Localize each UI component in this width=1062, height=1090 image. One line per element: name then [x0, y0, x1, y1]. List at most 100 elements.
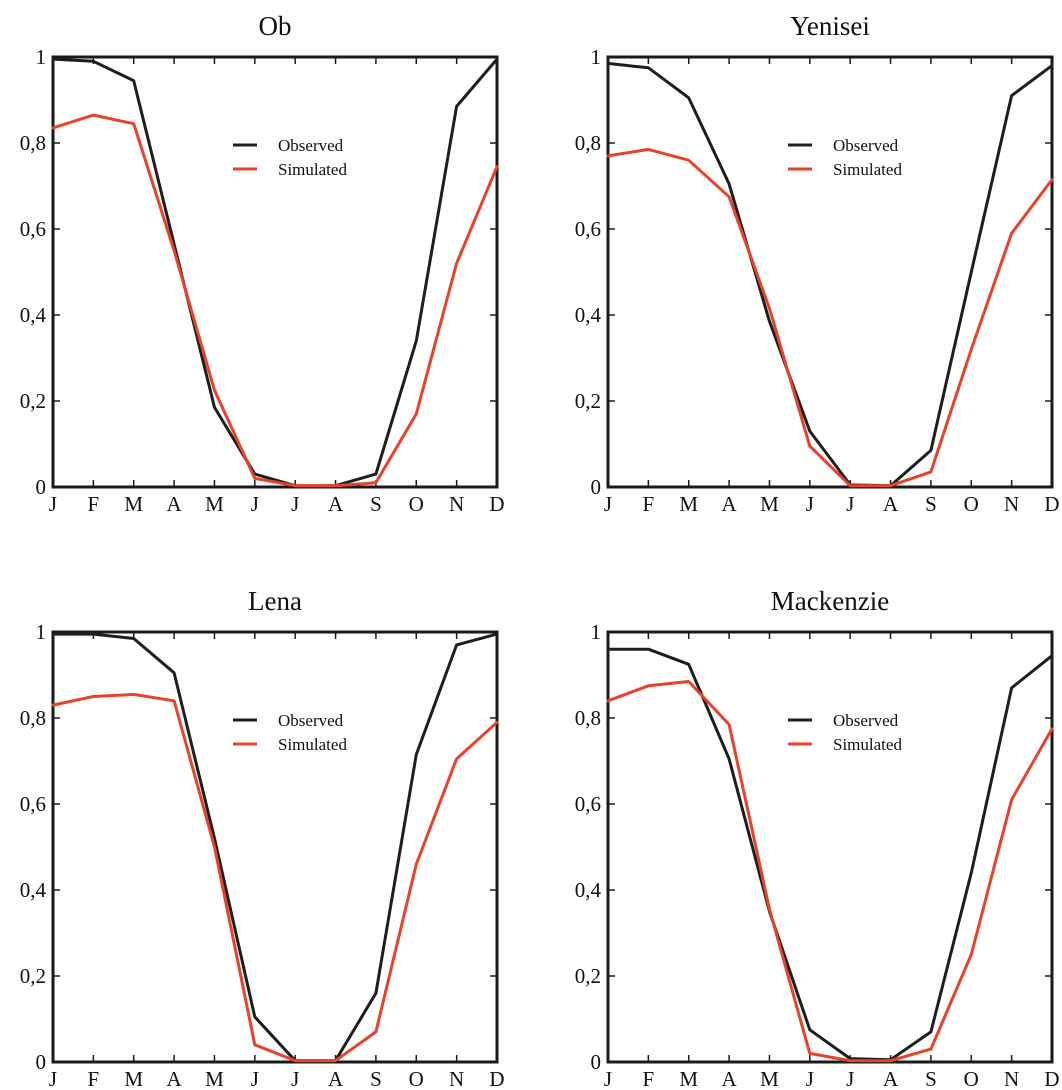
- simulated-series-line: [606, 147, 1054, 488]
- y-tick-label: 1: [591, 620, 602, 644]
- x-tick-label: J: [49, 1067, 57, 1090]
- panel-title: Mackenzie: [771, 586, 889, 616]
- x-tick-label: M: [124, 1067, 143, 1090]
- legend-label: Simulated: [278, 735, 347, 754]
- simulated-series-line: [51, 692, 499, 1063]
- y-tick-label: 0: [591, 475, 602, 499]
- x-tick-label: J: [846, 1067, 854, 1090]
- simulated-series-line: [606, 680, 1054, 1063]
- x-tick-label: O: [964, 1067, 979, 1090]
- y-tick-label: 0,8: [575, 131, 601, 155]
- x-tick-label: O: [409, 1067, 424, 1090]
- observed-series-line: [606, 647, 1054, 1062]
- observed-series-line: [606, 61, 1054, 488]
- panel-title: Lena: [248, 586, 302, 616]
- x-tick-label: J: [604, 1067, 612, 1090]
- legend-label: Simulated: [278, 160, 347, 179]
- y-tick-label: 0,2: [20, 389, 46, 413]
- x-tick-label: J: [291, 492, 299, 516]
- plot-frame: [51, 630, 499, 1064]
- x-tick-label: M: [679, 492, 698, 516]
- x-tick-label: A: [722, 492, 738, 516]
- x-tick-label: J: [846, 492, 854, 516]
- x-tick-label: A: [167, 492, 183, 516]
- legend-label: Observed: [278, 711, 344, 730]
- y-tick-label: 0,2: [575, 389, 601, 413]
- x-tick-label: M: [760, 1067, 779, 1090]
- x-tick-label: S: [370, 1067, 382, 1090]
- legend-label: Simulated: [833, 160, 902, 179]
- x-tick-label: J: [291, 1067, 299, 1090]
- y-tick-label: 0,8: [20, 706, 46, 730]
- panel-title: Yenisei: [790, 11, 870, 41]
- x-tick-label: J: [806, 492, 814, 516]
- y-tick-label: 1: [36, 45, 47, 69]
- y-tick-label: 0,6: [575, 792, 601, 816]
- y-tick-label: 0,6: [20, 792, 46, 816]
- x-tick-label: A: [167, 1067, 183, 1090]
- x-tick-label: A: [328, 1067, 344, 1090]
- plot-frame: [606, 55, 1054, 489]
- x-tick-label: F: [643, 1067, 655, 1090]
- x-tick-label: M: [205, 1067, 224, 1090]
- x-tick-label: M: [679, 1067, 698, 1090]
- plot-frame: [606, 630, 1054, 1064]
- y-tick-label: 0: [36, 475, 47, 499]
- y-tick-label: 0,8: [575, 706, 601, 730]
- x-tick-label: J: [604, 492, 612, 516]
- y-tick-label: 1: [36, 620, 47, 644]
- x-tick-label: N: [449, 492, 464, 516]
- x-tick-label: S: [925, 1067, 937, 1090]
- x-tick-label: A: [722, 1067, 738, 1090]
- y-tick-label: 0,2: [20, 964, 46, 988]
- x-tick-label: D: [489, 492, 504, 516]
- y-tick-label: 0,4: [20, 878, 47, 902]
- x-tick-label: N: [449, 1067, 464, 1090]
- y-tick-label: 0,6: [20, 217, 46, 241]
- x-tick-label: F: [88, 492, 100, 516]
- x-tick-label: A: [883, 1067, 899, 1090]
- x-tick-label: D: [489, 1067, 504, 1090]
- legend-label: Observed: [833, 136, 899, 155]
- y-tick-label: 1: [591, 45, 602, 69]
- y-tick-label: 0: [36, 1050, 47, 1074]
- x-tick-label: F: [88, 1067, 100, 1090]
- x-tick-label: J: [806, 1067, 814, 1090]
- x-tick-label: O: [409, 492, 424, 516]
- plot-frame: [51, 55, 499, 489]
- x-tick-label: O: [964, 492, 979, 516]
- x-tick-label: J: [49, 492, 57, 516]
- x-tick-label: N: [1004, 1067, 1019, 1090]
- x-tick-label: M: [124, 492, 143, 516]
- x-tick-label: N: [1004, 492, 1019, 516]
- y-tick-label: 0: [591, 1050, 602, 1074]
- x-tick-label: S: [925, 492, 937, 516]
- x-tick-label: A: [883, 492, 899, 516]
- legend-label: Observed: [278, 136, 344, 155]
- y-tick-label: 0,2: [575, 964, 601, 988]
- legend-label: Simulated: [833, 735, 902, 754]
- y-tick-label: 0,6: [575, 217, 601, 241]
- y-tick-label: 0,4: [575, 303, 602, 327]
- x-tick-label: F: [643, 492, 655, 516]
- x-tick-label: M: [205, 492, 224, 516]
- legend-label: Observed: [833, 711, 899, 730]
- x-tick-label: D: [1044, 492, 1059, 516]
- x-tick-label: M: [760, 492, 779, 516]
- x-tick-label: D: [1044, 1067, 1059, 1090]
- observed-series-line: [51, 632, 499, 1063]
- y-tick-label: 0,4: [575, 878, 602, 902]
- x-tick-label: S: [370, 492, 382, 516]
- y-tick-label: 0,8: [20, 131, 46, 155]
- observed-series-line: [51, 57, 499, 488]
- y-tick-label: 0,4: [20, 303, 47, 327]
- panel-title: Ob: [259, 11, 292, 41]
- x-tick-label: A: [328, 492, 344, 516]
- x-tick-label: J: [251, 1067, 259, 1090]
- simulated-series-line: [51, 113, 499, 488]
